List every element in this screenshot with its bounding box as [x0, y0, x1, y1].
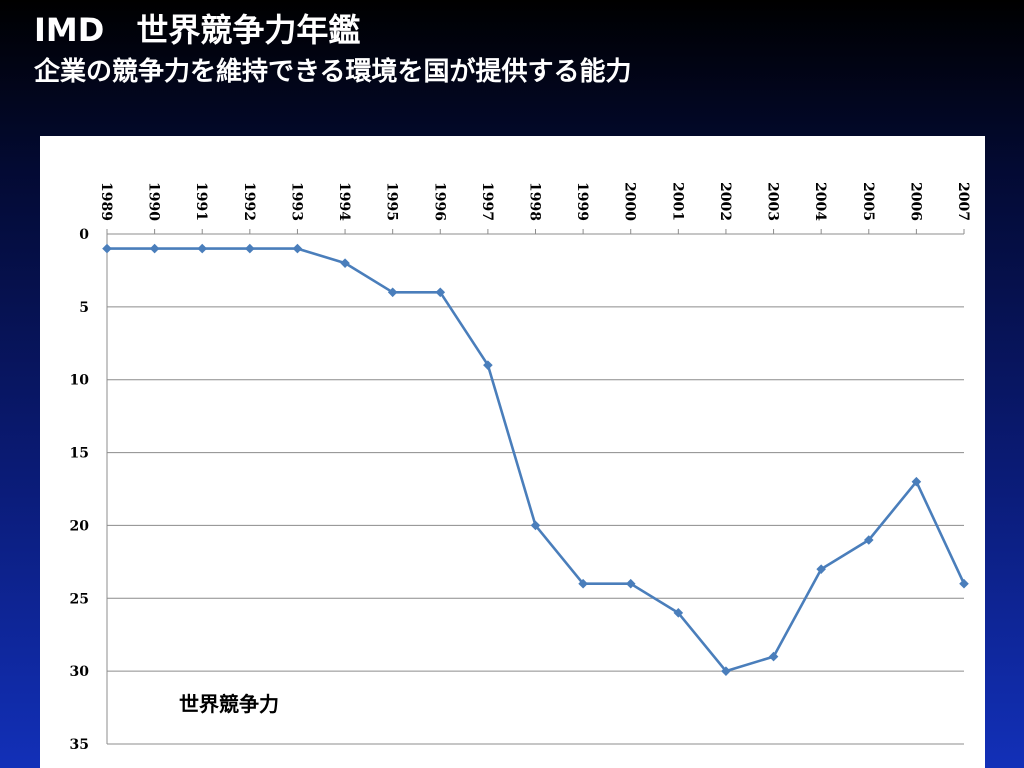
series-line-group: [107, 247, 966, 673]
data-point-marker: [768, 651, 779, 662]
data-point-marker: [387, 287, 398, 298]
x-tick-label: 1998: [527, 182, 543, 221]
y-tick-label: 15: [70, 446, 89, 462]
series-markers: [102, 243, 969, 676]
x-tick-label: 1999: [574, 182, 590, 221]
slide-subtitle: 企業の競争力を維持できる環境を国が提供する能力: [34, 57, 632, 87]
x-tick-label: 2006: [907, 182, 923, 221]
x-tick-label: 1996: [431, 182, 447, 221]
x-tick-label: 1993: [288, 182, 304, 221]
data-point-marker: [435, 287, 446, 298]
y-tick-label: 0: [79, 227, 89, 243]
x-tick-label: 1989: [98, 182, 114, 221]
data-point-marker: [721, 666, 731, 676]
data-point-marker: [625, 578, 636, 589]
slide-title: IMD 世界競争力年鑑: [34, 11, 361, 49]
x-tick-label: 1992: [241, 182, 257, 221]
x-tick-label: 2001: [669, 182, 685, 221]
y-tick-label: 35: [70, 737, 89, 753]
x-tick-label: 2000: [622, 182, 638, 221]
y-tick-label: 30: [70, 664, 90, 680]
y-tick-labels: 0 5 10 15 20 25 30 35: [70, 227, 90, 753]
data-point-marker: [197, 243, 208, 254]
data-point-marker: [816, 564, 826, 574]
data-point-marker: [340, 258, 350, 268]
data-point-marker: [911, 476, 922, 487]
x-tick-label: 1997: [479, 182, 495, 221]
data-point-marker: [578, 578, 588, 589]
x-tick-label: 2005: [860, 182, 876, 221]
series-label: 世界競争力: [179, 692, 279, 716]
data-point-marker: [863, 535, 874, 545]
x-tick-label: 2004: [812, 182, 828, 221]
gridlines: [107, 233, 964, 745]
chart-panel: 0 5 10 15 20 25 30 35 1989 1990 1991 1992 1993 1994 19…: [40, 136, 985, 768]
y-tick-label: 10: [70, 373, 90, 389]
series-line: [107, 247, 966, 673]
data-point-marker: [102, 243, 112, 254]
x-tick-label: 1990: [146, 182, 162, 221]
data-point-marker: [245, 243, 255, 254]
data-point-marker: [149, 243, 160, 254]
data-point-marker: [959, 578, 969, 589]
x-tick-label: 1995: [384, 182, 400, 221]
y-tick-label: 25: [70, 591, 89, 607]
x-tick-label: 2007: [955, 182, 971, 221]
x-tick-label: 1994: [336, 182, 352, 221]
axes: [106, 229, 965, 744]
data-point-marker: [673, 608, 684, 618]
x-tick-label: 2002: [717, 182, 733, 221]
x-tick-labels: 1989 1990 1991 1992 1993 1994 1995 1996 1997 1998…: [98, 182, 971, 221]
data-point-marker: [483, 360, 493, 370]
x-tick-label: 1991: [193, 182, 209, 221]
x-tick-label: 2003: [765, 182, 781, 221]
y-tick-label: 5: [79, 300, 89, 316]
data-point-marker: [292, 243, 303, 254]
y-tick-label: 20: [70, 518, 90, 534]
